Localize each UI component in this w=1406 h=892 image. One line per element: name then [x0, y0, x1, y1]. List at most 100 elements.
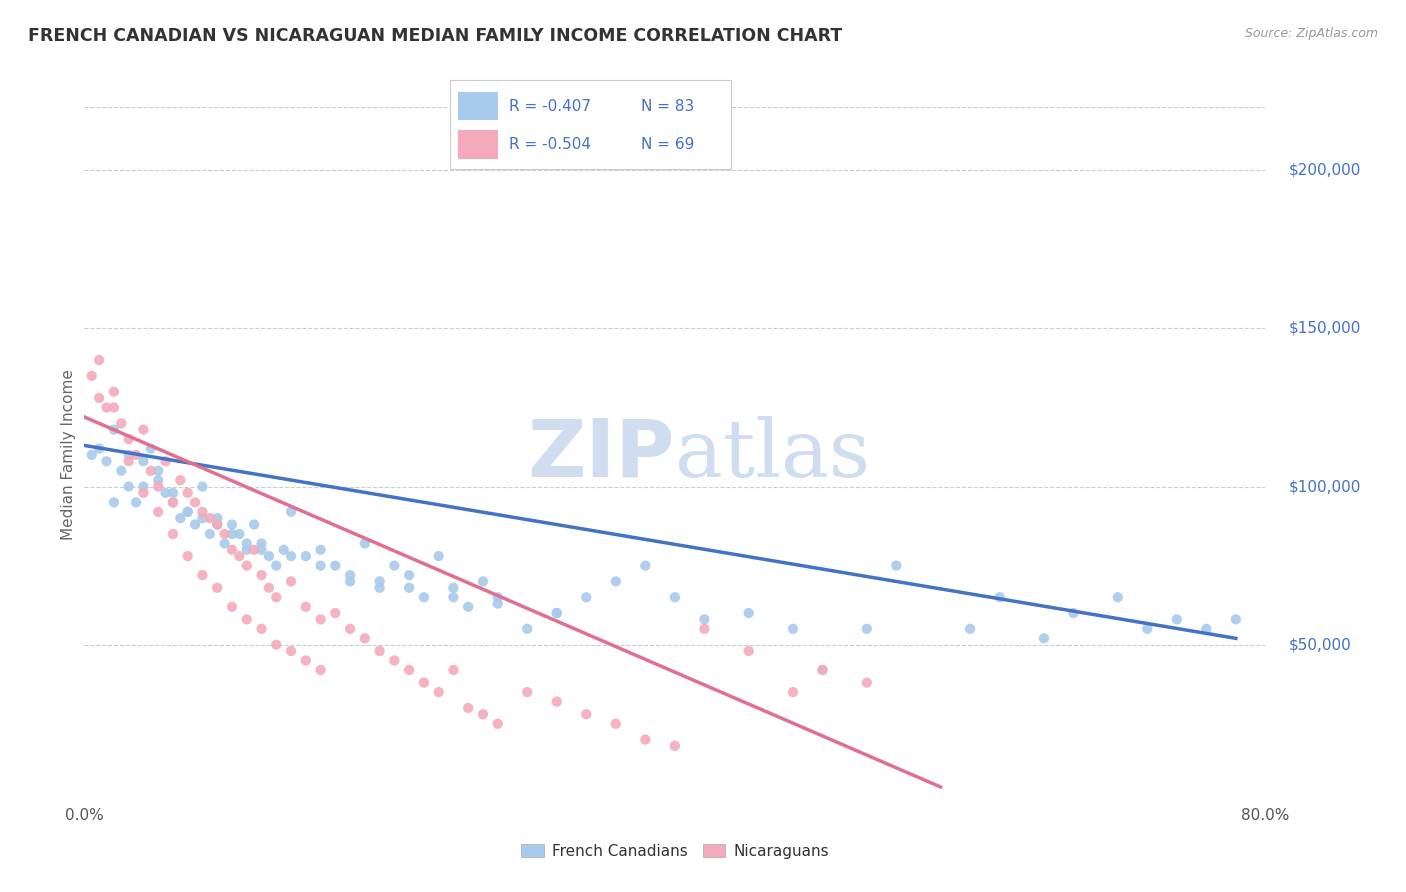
Point: [382, 558, 406, 573]
Point: [472, 707, 495, 722]
Point: [664, 591, 686, 605]
Point: [1107, 591, 1129, 605]
Point: [368, 644, 391, 658]
Point: [486, 591, 509, 605]
Point: [959, 622, 981, 636]
Point: [118, 479, 141, 493]
Point: [634, 558, 657, 573]
Point: [295, 549, 318, 563]
Y-axis label: Median Family Income: Median Family Income: [60, 369, 76, 541]
Bar: [458, 92, 498, 120]
Point: [516, 622, 538, 636]
Point: [280, 549, 302, 563]
Point: [118, 432, 141, 446]
Point: [243, 517, 266, 532]
Point: [118, 448, 141, 462]
Point: [155, 486, 177, 500]
Text: $200,000: $200,000: [1289, 163, 1361, 178]
Point: [148, 505, 170, 519]
Point: [205, 581, 228, 595]
Point: [96, 401, 118, 415]
Text: N = 83: N = 83: [641, 99, 695, 113]
Point: [228, 549, 250, 563]
Point: [273, 542, 295, 557]
Point: [398, 568, 420, 582]
Point: [738, 606, 761, 620]
Point: [280, 644, 302, 658]
Text: ZIP: ZIP: [527, 416, 675, 494]
Point: [354, 536, 377, 550]
Point: [575, 591, 598, 605]
Point: [382, 653, 406, 667]
Point: [1032, 632, 1054, 646]
Point: [205, 511, 228, 525]
Text: atlas: atlas: [675, 416, 870, 494]
Point: [103, 401, 125, 415]
Point: [205, 517, 228, 532]
Point: [80, 448, 103, 462]
Point: [148, 473, 170, 487]
Point: [162, 486, 184, 500]
Point: [323, 606, 347, 620]
Text: R = -0.504: R = -0.504: [509, 137, 591, 152]
Point: [177, 505, 200, 519]
Text: N = 69: N = 69: [641, 137, 695, 152]
Point: [398, 663, 420, 677]
Point: [257, 549, 280, 563]
Point: [264, 591, 288, 605]
Point: [132, 479, 155, 493]
Point: [125, 448, 148, 462]
Point: [398, 581, 420, 595]
Point: [441, 581, 464, 595]
Point: [148, 479, 170, 493]
Point: [339, 574, 361, 589]
Point: [87, 391, 111, 405]
Point: [295, 653, 318, 667]
Point: [250, 568, 273, 582]
Point: [132, 423, 155, 437]
Point: [162, 527, 184, 541]
Text: FRENCH CANADIAN VS NICARAGUAN MEDIAN FAMILY INCOME CORRELATION CHART: FRENCH CANADIAN VS NICARAGUAN MEDIAN FAM…: [28, 27, 842, 45]
Point: [177, 505, 200, 519]
Point: [441, 663, 464, 677]
Point: [184, 495, 207, 509]
Point: [110, 417, 132, 431]
Point: [110, 464, 132, 478]
Text: R = -0.407: R = -0.407: [509, 99, 591, 113]
Point: [191, 568, 214, 582]
Point: [191, 505, 214, 519]
Point: [413, 675, 436, 690]
Point: [811, 663, 834, 677]
Point: [413, 591, 436, 605]
Point: [264, 638, 288, 652]
Point: [205, 517, 228, 532]
Point: [368, 581, 391, 595]
Text: $50,000: $50,000: [1289, 637, 1351, 652]
Point: [235, 612, 259, 626]
Point: [457, 701, 479, 715]
Point: [191, 479, 214, 493]
Point: [516, 685, 538, 699]
Point: [118, 454, 141, 468]
Point: [169, 473, 191, 487]
Point: [1195, 622, 1218, 636]
Text: Source: ZipAtlas.com: Source: ZipAtlas.com: [1244, 27, 1378, 40]
Point: [988, 591, 1011, 605]
Point: [323, 558, 347, 573]
Point: [96, 454, 118, 468]
Point: [177, 486, 200, 500]
Text: $100,000: $100,000: [1289, 479, 1361, 494]
Point: [295, 599, 318, 614]
Point: [855, 675, 877, 690]
Point: [103, 495, 125, 509]
Text: $150,000: $150,000: [1289, 321, 1361, 336]
Point: [198, 527, 221, 541]
Point: [264, 558, 288, 573]
Point: [250, 542, 273, 557]
Point: [427, 549, 450, 563]
Point: [132, 454, 155, 468]
Point: [87, 442, 111, 456]
Point: [309, 558, 332, 573]
Point: [605, 716, 627, 731]
Point: [103, 423, 125, 437]
